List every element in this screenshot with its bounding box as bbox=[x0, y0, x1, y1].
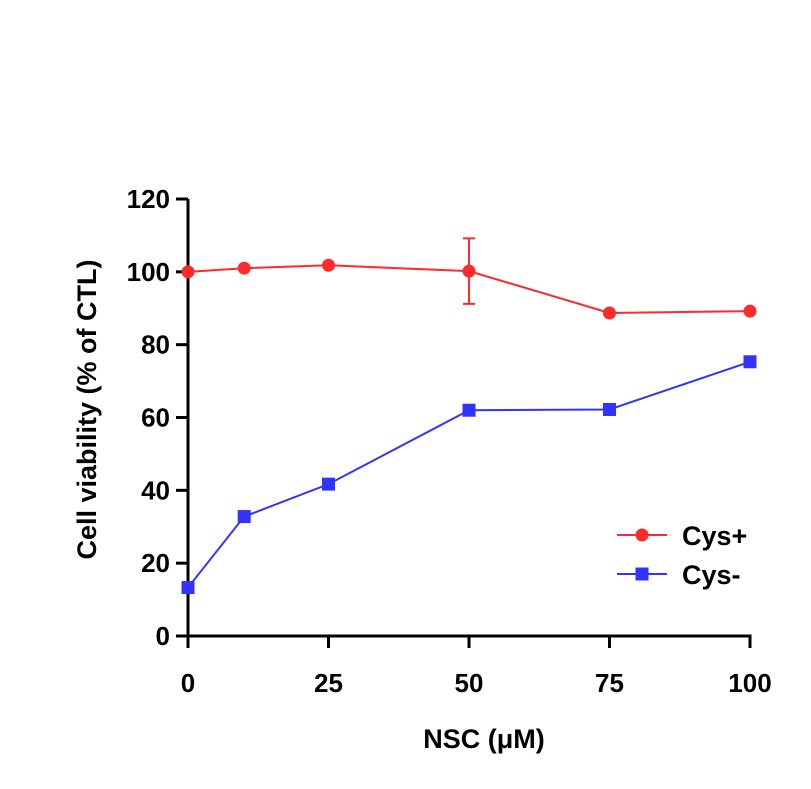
y-tick-label: 0 bbox=[156, 621, 170, 651]
x-tick-label: 0 bbox=[181, 668, 195, 698]
data-point bbox=[322, 477, 335, 491]
legend-label: Cys- bbox=[682, 560, 741, 590]
data-point bbox=[743, 304, 757, 318]
x-tick-label: 50 bbox=[455, 668, 484, 698]
x-tick-label: 75 bbox=[595, 668, 624, 698]
data-point bbox=[237, 261, 251, 275]
legend-label: Cys+ bbox=[682, 521, 747, 551]
data-point bbox=[181, 581, 195, 595]
series-line bbox=[187, 264, 751, 314]
y-tick-label: 120 bbox=[127, 184, 170, 214]
series-layer bbox=[181, 237, 757, 595]
data-point bbox=[743, 355, 757, 369]
legend-item: Cys+ bbox=[617, 521, 747, 551]
x-tick-label: 25 bbox=[314, 668, 343, 698]
legend: Cys+ Cys- bbox=[617, 521, 747, 590]
y-tick-label: 60 bbox=[141, 403, 170, 433]
x-axis-label: NSC (μM) bbox=[423, 724, 545, 754]
series-cys-minus bbox=[181, 355, 757, 595]
axes: 0 20 40 60 80 100 120 0 25 50 75 100 bbox=[127, 184, 772, 698]
data-point bbox=[237, 510, 251, 524]
legend-marker bbox=[635, 528, 649, 542]
y-tick-label: 40 bbox=[141, 475, 170, 505]
data-point bbox=[603, 402, 616, 416]
y-axis-label: Cell viability (% of CTL) bbox=[72, 259, 102, 559]
data-point bbox=[181, 265, 195, 279]
data-point bbox=[603, 306, 616, 320]
y-tick-label: 100 bbox=[127, 257, 170, 287]
y-tick-label: 20 bbox=[141, 548, 170, 578]
x-axis-ticks: 0 25 50 75 100 bbox=[181, 636, 772, 698]
series-cys-plus bbox=[181, 237, 757, 320]
data-point bbox=[462, 403, 476, 417]
x-tick-label: 100 bbox=[728, 668, 771, 698]
data-point bbox=[322, 258, 335, 272]
y-axis-ticks: 0 20 40 60 80 100 120 bbox=[127, 184, 188, 651]
legend-marker bbox=[635, 567, 649, 581]
series-line bbox=[187, 360, 751, 589]
data-point bbox=[462, 264, 476, 278]
legend-item: Cys- bbox=[617, 560, 741, 590]
y-tick-label: 80 bbox=[141, 330, 170, 360]
